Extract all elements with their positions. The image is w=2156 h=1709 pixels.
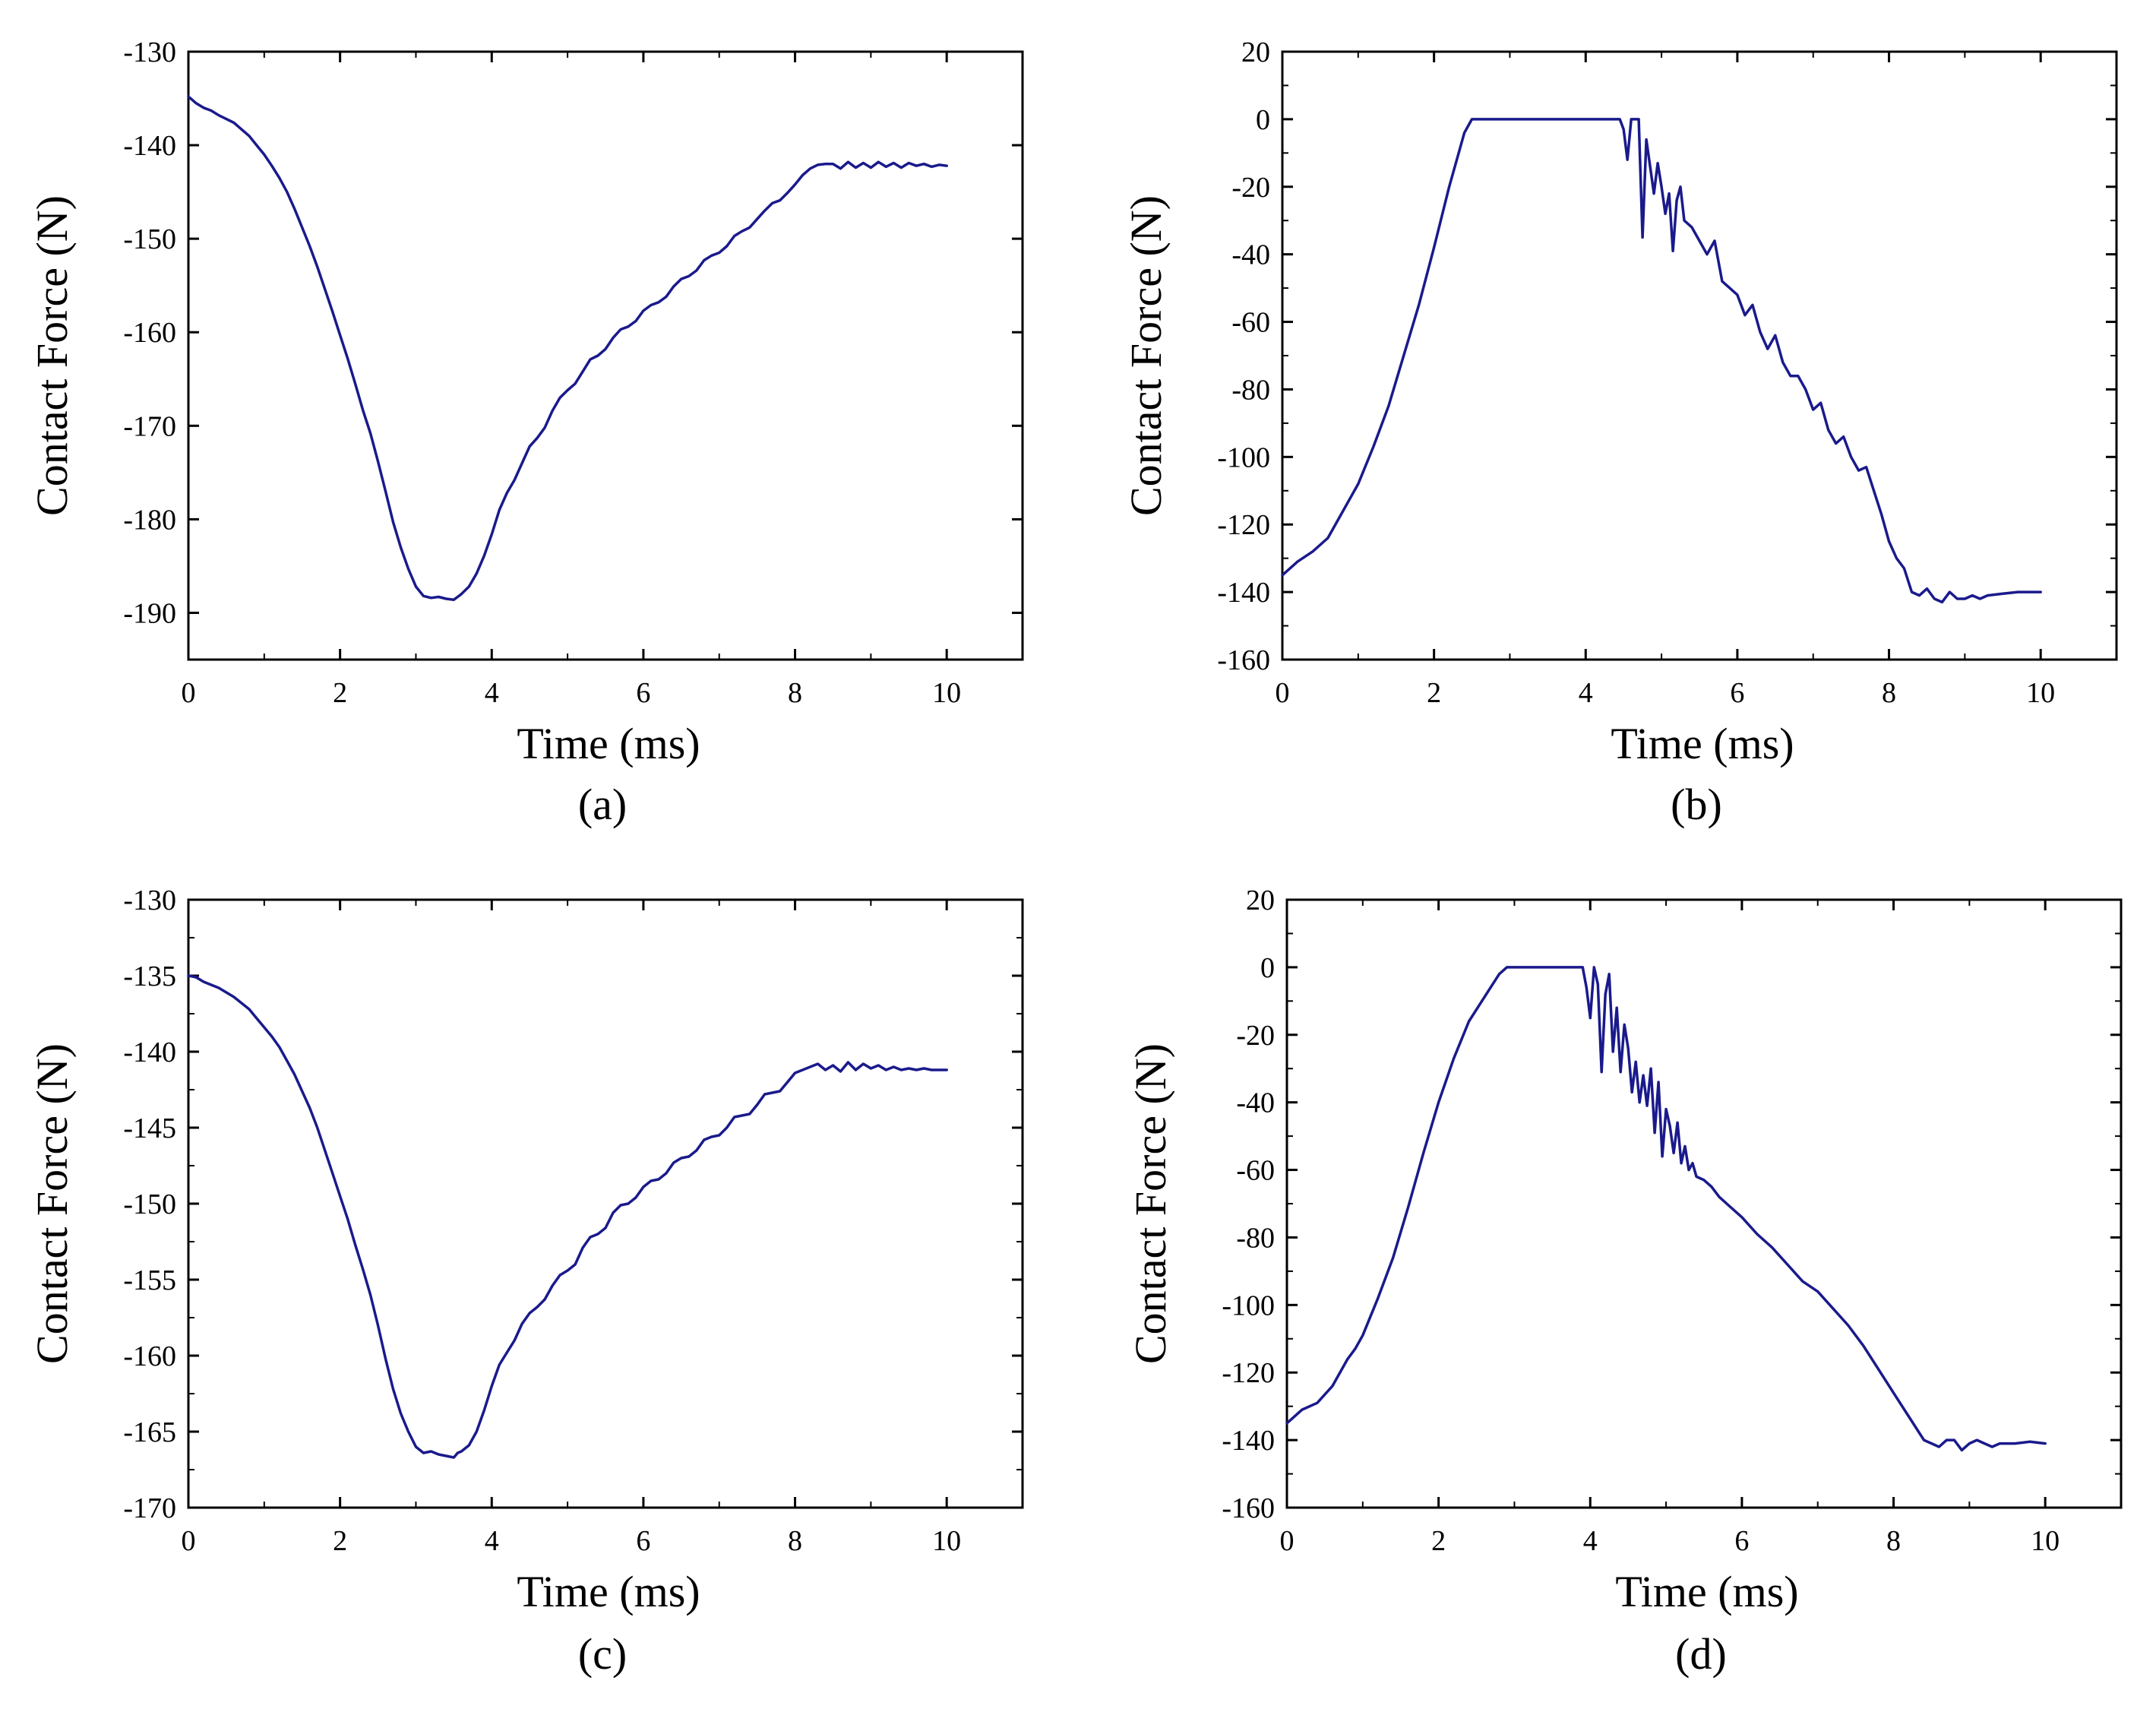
x-tick-label: 8	[788, 1525, 802, 1557]
y-tick-label: -170	[123, 1492, 176, 1524]
y-tick-label: -120	[1217, 509, 1270, 541]
y-tick-label: -160	[1222, 1492, 1275, 1524]
x-tick-label: 4	[485, 677, 499, 709]
y-tick-label: -140	[1217, 577, 1270, 609]
x-axis-title: Time (ms)	[517, 719, 700, 768]
y-tick-label: -100	[1222, 1290, 1275, 1321]
x-tick-label: 4	[485, 1525, 499, 1557]
x-tick-label: 8	[788, 677, 802, 709]
x-tick-label: 2	[333, 677, 347, 709]
y-axis-title: Contact Force (N)	[1121, 195, 1171, 516]
y-tick-label: -160	[123, 1340, 176, 1372]
y-tick-label: -170	[123, 410, 176, 442]
y-axis-title: Contact Force (N)	[27, 1043, 77, 1364]
y-tick-label: -20	[1231, 172, 1270, 204]
x-tick-label: 6	[636, 1525, 650, 1557]
y-tick-label: -190	[123, 597, 176, 629]
y-tick-label: -155	[123, 1264, 176, 1296]
y-tick-label: -135	[123, 961, 176, 992]
x-tick-label: 6	[1734, 1525, 1749, 1557]
y-tick-label: -130	[123, 885, 176, 916]
panel-caption: (b)	[1671, 780, 1722, 829]
y-tick-label: 20	[1241, 36, 1270, 68]
panel-caption: (a)	[578, 780, 627, 829]
y-axis-title: Contact Force (N)	[1126, 1043, 1175, 1364]
plot-frame	[187, 50, 1024, 661]
x-tick-label: 10	[932, 677, 961, 709]
y-tick-label: 20	[1246, 885, 1275, 916]
y-tick-label: -160	[1217, 644, 1270, 676]
y-tick-label: -80	[1231, 374, 1270, 406]
y-axis-title: Contact Force (N)	[27, 195, 77, 516]
chart-panel-d: 0 2 4 6 8 10 -160 -140 -120 -100 -80 -60 -40 -20 0 20 Ti…	[1126, 885, 2123, 1679]
series-line-b-0	[1281, 118, 2042, 604]
y-tick-label: -40	[1231, 239, 1270, 271]
x-axis-title: Time (ms)	[1615, 1567, 1798, 1616]
x-axis-title: Time (ms)	[1611, 719, 1794, 768]
y-tick-label: -140	[123, 1036, 176, 1068]
y-tick-label: -120	[1222, 1357, 1275, 1389]
y-tick-label: -145	[123, 1112, 176, 1144]
y-tick-label: 0	[1260, 952, 1275, 984]
y-tick-label: -165	[123, 1416, 176, 1448]
y-tick-label: -140	[1222, 1425, 1275, 1457]
x-tick-label: 2	[1427, 677, 1441, 709]
x-tick-label: 8	[1886, 1525, 1901, 1557]
x-tick-label: 4	[1583, 1525, 1598, 1557]
chart-panel-c: 0 2 4 6 8 10 -170 -165 -160 -155 -150 -145 -140 -135 -…	[27, 885, 1024, 1679]
x-tick-label: 4	[1579, 677, 1593, 709]
x-tick-label: 10	[932, 1525, 961, 1557]
y-tick-label: -150	[123, 1188, 176, 1220]
chart-panel-a: 0 2 4 6 8 10 -190 -180 -170 -160 -150 -140 -130 Time …	[27, 36, 1024, 829]
y-tick-label: -100	[1217, 441, 1270, 473]
y-tick-label: -180	[123, 504, 176, 536]
x-tick-label: 6	[636, 677, 650, 709]
y-tick-label: -160	[123, 317, 176, 349]
x-tick-label: 0	[1280, 1525, 1295, 1557]
y-tick-label: -20	[1236, 1020, 1275, 1052]
x-tick-label: 10	[2026, 677, 2055, 709]
x-tick-label: 2	[1431, 1525, 1446, 1557]
y-tick-label: 0	[1256, 104, 1270, 136]
x-tick-label: 0	[182, 1525, 196, 1557]
x-axis-title: Time (ms)	[517, 1567, 700, 1616]
panel-caption: (d)	[1675, 1629, 1727, 1679]
x-tick-label: 8	[1882, 677, 1896, 709]
series-line-d-0	[1285, 966, 2047, 1452]
panel-caption: (c)	[578, 1629, 627, 1679]
x-tick-label: 0	[182, 677, 196, 709]
y-tick-label: -140	[123, 130, 176, 162]
series-line-a-0	[187, 95, 948, 601]
chart-panel-b: 0 2 4 6 8 10 -160 -140 -120 -100 -80 -60 -40 -20 0 20 Ti…	[1121, 36, 2118, 829]
x-tick-label: 0	[1276, 677, 1290, 709]
y-tick-label: -60	[1236, 1155, 1275, 1187]
x-tick-label: 6	[1730, 677, 1744, 709]
series-line-c-0	[187, 974, 948, 1459]
y-tick-label: -60	[1231, 307, 1270, 339]
y-tick-label: -80	[1236, 1222, 1275, 1254]
y-tick-label: -150	[123, 223, 176, 255]
y-tick-label: -130	[123, 36, 176, 68]
x-tick-label: 2	[333, 1525, 347, 1557]
x-tick-label: 10	[2031, 1525, 2060, 1557]
y-tick-label: -40	[1236, 1087, 1275, 1119]
